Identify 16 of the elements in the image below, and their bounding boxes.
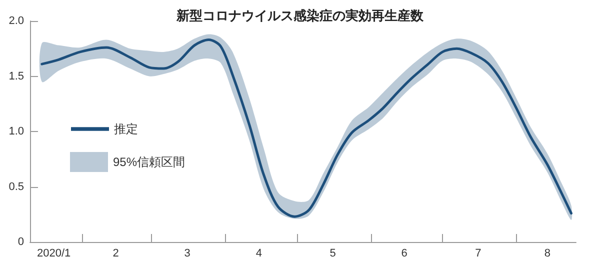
y-tick-label: 2.0 <box>8 15 24 27</box>
annotation: 95%信頼区間 <box>113 154 186 170</box>
x-tick-label: 4 <box>256 248 262 260</box>
x-tick-label: 8 <box>544 248 550 260</box>
x-tick-label: 6 <box>401 248 408 260</box>
y-tick-label: 1.5 <box>8 70 24 82</box>
x-tick-label: 3 <box>184 248 190 260</box>
x-tick-label: 2 <box>112 248 119 260</box>
y-tick-label: 1.0 <box>8 126 24 138</box>
legend-label: 推定 <box>114 122 138 136</box>
chart-title: 新型コロナウイルス感染症の実効再生産数 <box>176 8 424 23</box>
y-tick-label: 0.5 <box>8 180 24 193</box>
y-tick-label: 0 <box>18 236 24 248</box>
x-tick-label: 2020/1 <box>37 248 71 260</box>
x-tick-label: 7 <box>475 248 482 260</box>
x-tick-label: 5 <box>330 248 336 260</box>
